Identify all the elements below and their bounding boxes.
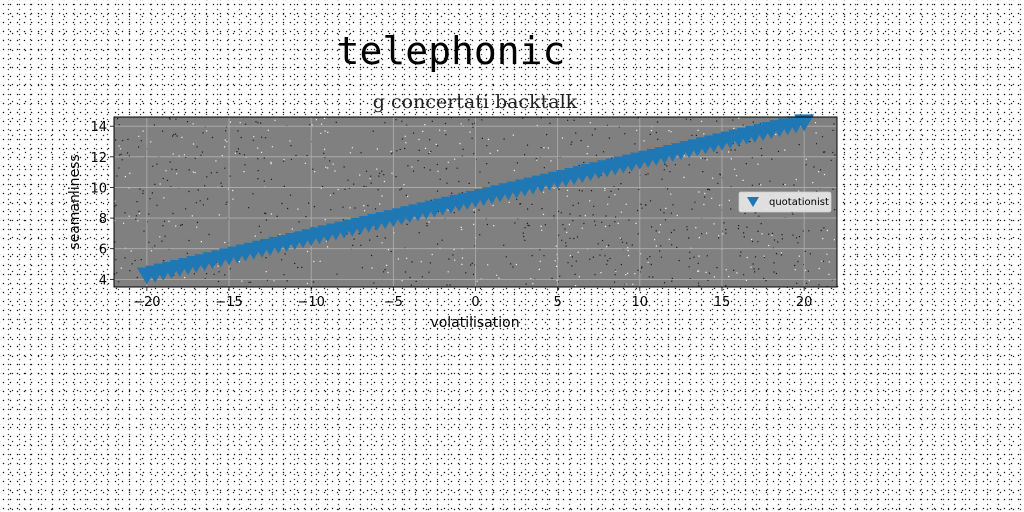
chart-title: g concertati backtalk xyxy=(373,91,578,113)
y-axis-label: seamanliness xyxy=(67,154,83,249)
x-tick-label: 20 xyxy=(796,295,813,310)
x-tick-label: 15 xyxy=(714,295,731,310)
series-quotationist xyxy=(136,114,815,285)
y-axis-ticks: 4 6 8 10 12 14 xyxy=(90,120,114,288)
y-tick-label: 10 xyxy=(90,181,107,196)
y-tick-label: 8 xyxy=(99,212,107,227)
y-tick-label: 4 xyxy=(99,273,107,288)
x-tick-label: 5 xyxy=(554,295,562,310)
y-tick-label: 12 xyxy=(90,151,107,166)
legend: quotationist xyxy=(738,191,832,213)
x-tick-label: 0 xyxy=(471,295,479,310)
x-tick-label: −20 xyxy=(133,295,160,310)
x-tick-label: −5 xyxy=(384,295,403,310)
legend-label: quotationist xyxy=(769,197,829,208)
page-title: telephonic xyxy=(337,29,566,73)
data-point xyxy=(794,114,815,132)
legend-box xyxy=(738,191,832,213)
x-tick-label: 10 xyxy=(632,295,649,310)
y-tick-label: 6 xyxy=(99,243,107,258)
legend-marker xyxy=(747,197,759,207)
x-axis-ticks: −20 −15 −10 −5 0 5 10 15 20 xyxy=(133,287,812,310)
x-tick-label: −15 xyxy=(215,295,242,310)
x-axis-label: volatilisation xyxy=(430,315,519,331)
x-tick-label: −10 xyxy=(297,295,324,310)
y-tick-label: 14 xyxy=(90,120,107,135)
